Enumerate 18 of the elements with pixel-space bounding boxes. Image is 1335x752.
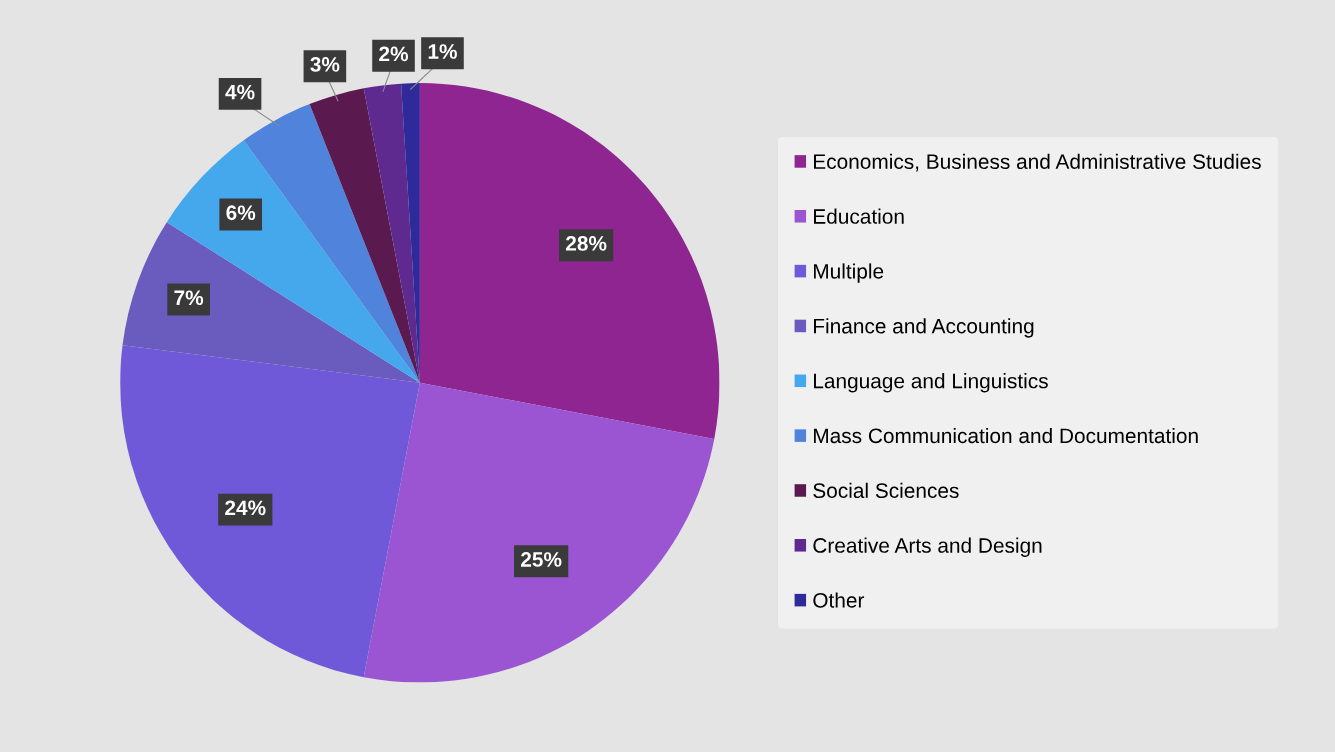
legend-label: Economics, Business and Administrative Studies — [814, 153, 1261, 172]
legend-label: Creative Arts and Design — [813, 537, 1042, 557]
legend-label: Language and Linguistics — [814, 373, 1048, 393]
data-label: 1% — [428, 44, 457, 59]
data-label: 3% — [310, 57, 340, 72]
legend-label: Education — [814, 208, 904, 224]
data-label: 2% — [379, 46, 409, 62]
data-label: 25% — [521, 552, 562, 567]
legend-label: Other — [813, 592, 865, 608]
data-label: 28% — [566, 236, 607, 251]
legend-label: Mass Communication and Documentation — [814, 427, 1198, 444]
legend-label: Finance and Accounting — [814, 318, 1034, 338]
data-label: 24% — [225, 500, 266, 516]
legend-label: Multiple — [814, 263, 884, 283]
data-label: 6% — [226, 205, 256, 221]
data-label: 4% — [225, 84, 255, 100]
data-label: 7% — [174, 290, 204, 306]
legend-label: Social Sciences — [813, 482, 959, 499]
